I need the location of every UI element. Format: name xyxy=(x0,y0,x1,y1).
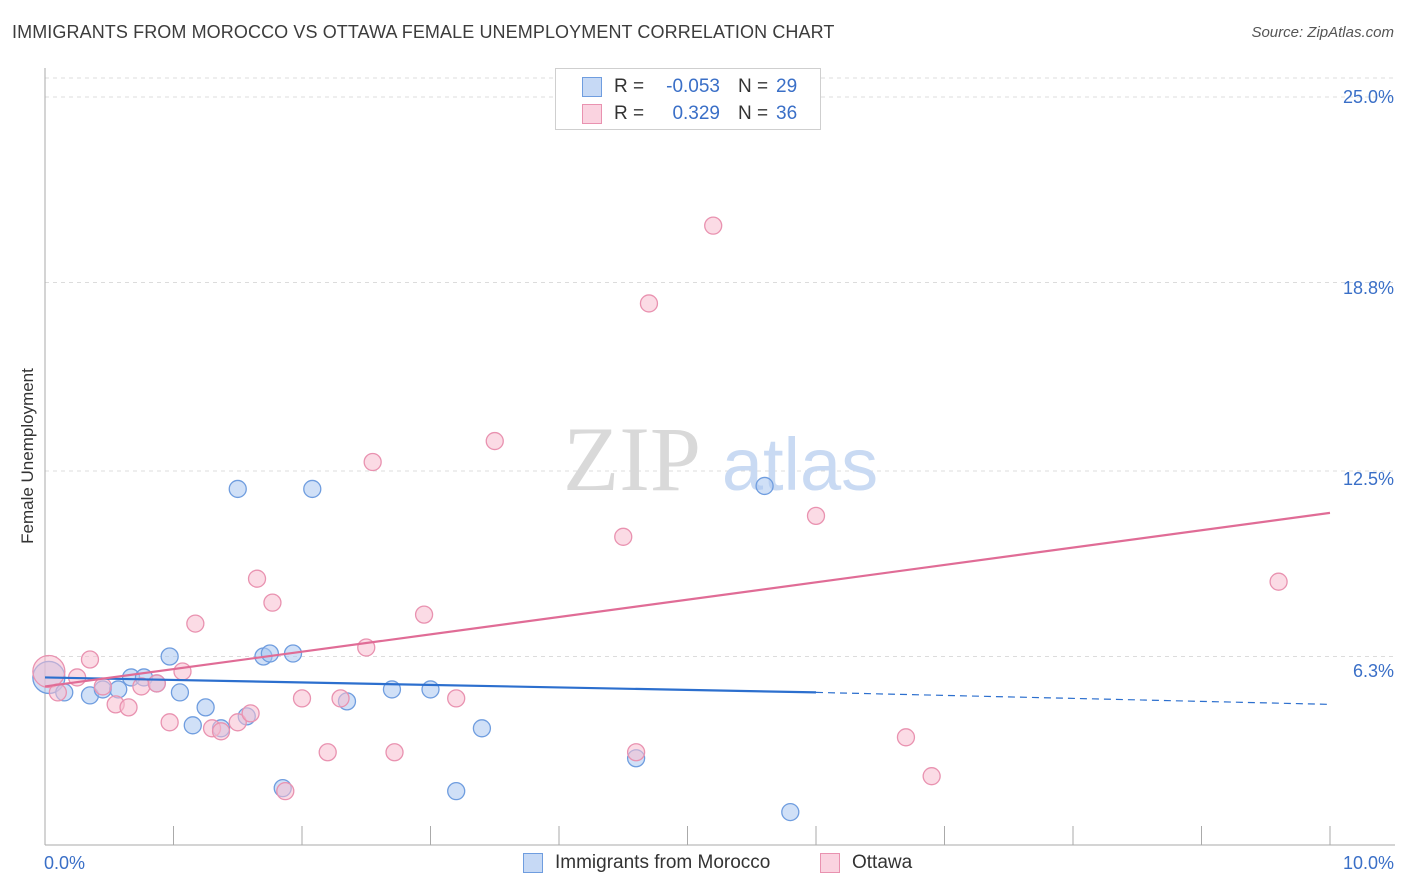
grid-lines xyxy=(45,77,1395,658)
ottawa-point xyxy=(485,431,504,451)
ottawa-point xyxy=(263,593,282,612)
watermark-atlas: atlas xyxy=(722,423,878,506)
ottawa-point xyxy=(173,662,192,681)
morocco-swatch xyxy=(582,77,602,97)
r-label: R = xyxy=(614,103,645,124)
ottawa-point xyxy=(80,650,100,669)
ottawa-point xyxy=(318,743,337,762)
ottawa-point xyxy=(247,569,267,588)
ottawa-point xyxy=(32,654,66,689)
ottawa-point xyxy=(241,704,260,723)
x-tick-label-max: 10.0% xyxy=(1342,853,1394,873)
ottawa-swatch xyxy=(820,853,840,873)
morocco-point xyxy=(196,698,215,717)
ottawa-point xyxy=(160,713,179,732)
axes xyxy=(44,68,1395,846)
ottawa-point xyxy=(614,527,633,546)
morocco-point xyxy=(472,719,492,738)
morocco-point xyxy=(170,683,190,702)
r-label: R = xyxy=(614,76,645,97)
correlation-legend: R = -0.053 N = 29 R = 0.329 N = 36 xyxy=(555,68,821,130)
morocco-point xyxy=(109,680,128,699)
morocco-point xyxy=(228,479,247,499)
ottawa-point xyxy=(119,698,138,717)
morocco-swatch xyxy=(523,853,543,873)
n-value: 29 xyxy=(776,76,798,97)
ottawa-point xyxy=(922,767,941,786)
ottawa-point xyxy=(626,743,646,762)
ottawa-point xyxy=(276,781,295,801)
ottawa-point xyxy=(1269,572,1288,591)
y-tick-label: 25.0% xyxy=(1342,87,1394,107)
y-tick-label: 6.3% xyxy=(1352,661,1394,681)
morocco-point xyxy=(303,479,322,499)
n-label: N = xyxy=(738,76,769,97)
ottawa-point xyxy=(331,689,350,708)
legend-row-morocco: R = -0.053 N = 29 xyxy=(556,73,797,101)
r-value: 0.329 xyxy=(672,103,720,124)
morocco-point xyxy=(781,802,800,822)
legend-label-morocco: Immigrants from Morocco xyxy=(555,852,771,873)
chart-title: IMMIGRANTS FROM MOROCCO VS OTTAWA FEMALE… xyxy=(12,22,835,42)
ottawa-point xyxy=(385,743,404,762)
morocco-point xyxy=(183,716,202,735)
source-label: Source: ZipAtlas.com xyxy=(1251,24,1394,41)
ottawa-point xyxy=(639,294,659,313)
morocco-trend-extension xyxy=(815,691,1331,705)
legend-item-ottawa[interactable]: Ottawa xyxy=(820,852,912,874)
legend-label-ottawa: Ottawa xyxy=(852,852,913,873)
ottawa-point xyxy=(228,713,247,732)
watermark-zip: ZIP xyxy=(563,408,701,510)
ottawa-point xyxy=(447,689,466,708)
ottawa-point xyxy=(704,216,723,235)
morocco-trend-line xyxy=(44,676,817,694)
n-label: N = xyxy=(738,103,769,124)
y-tick-label: 12.5% xyxy=(1342,469,1394,489)
legend-row-ottawa: R = 0.329 N = 36 xyxy=(556,100,797,128)
morocco-point xyxy=(755,476,774,496)
ottawa-swatch xyxy=(582,104,602,124)
y-tick-label: 18.8% xyxy=(1342,278,1394,298)
legend-item-morocco[interactable]: Immigrants from Morocco xyxy=(523,852,770,874)
ottawa-trend-line xyxy=(44,511,1331,688)
morocco-point xyxy=(421,680,440,699)
morocco-point xyxy=(260,644,280,663)
r-value: -0.053 xyxy=(666,76,720,97)
ottawa-point xyxy=(414,605,434,624)
morocco-point xyxy=(160,647,179,666)
n-value: 36 xyxy=(776,103,798,124)
watermark: ZIP atlas xyxy=(563,408,878,510)
ottawa-point xyxy=(211,722,231,741)
ottawa-point xyxy=(147,674,166,693)
ottawa-point xyxy=(806,506,826,526)
ottawa-point xyxy=(896,728,916,747)
x-tick-label-min: 0.0% xyxy=(44,853,86,873)
ottawa-point xyxy=(363,452,382,472)
morocco-point xyxy=(447,781,466,801)
ottawa-point xyxy=(186,614,205,633)
ottawa-point xyxy=(292,689,312,708)
